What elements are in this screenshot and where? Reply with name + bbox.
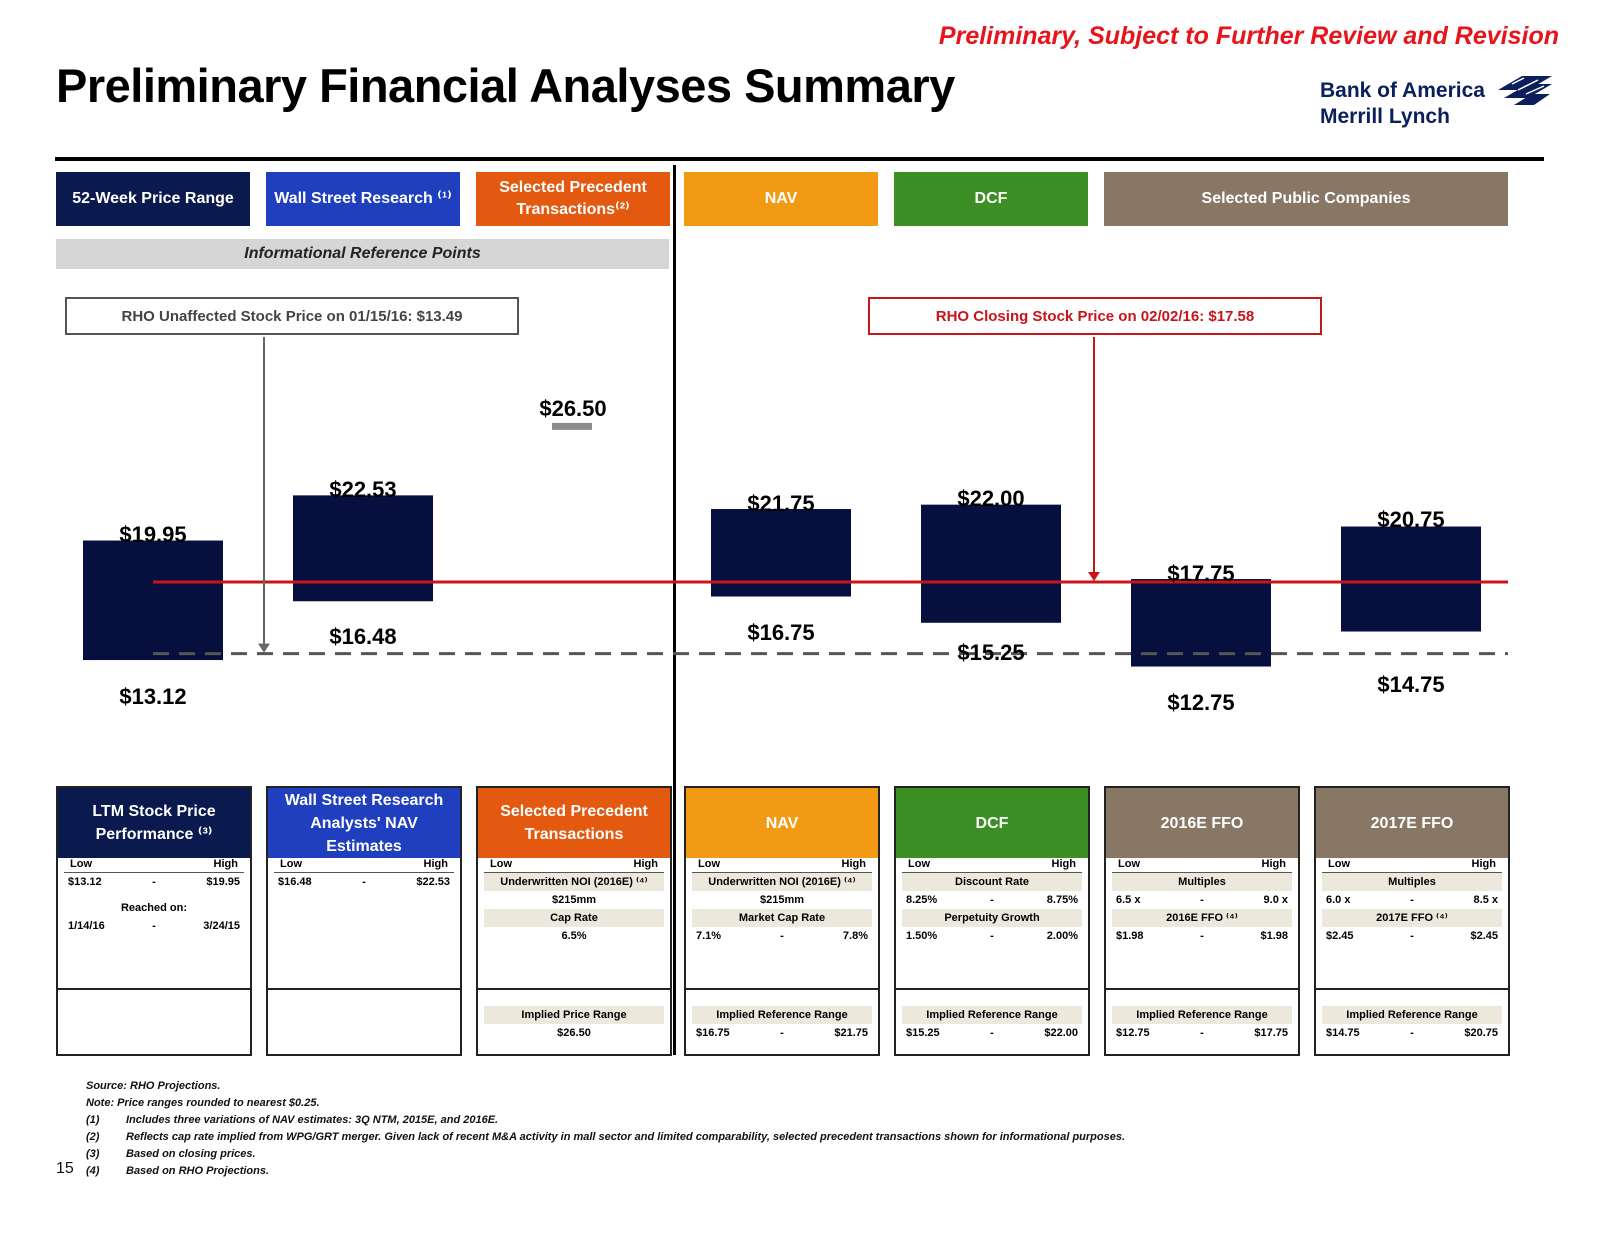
range-bar-wall-street-research	[293, 495, 433, 602]
card-nav: NAV Low High Underwritten NOI (2016E) ⁽⁴⁾…	[684, 786, 880, 1056]
label-high-2016e: $17.75	[1167, 561, 1235, 586]
header-dcf: DCF	[894, 172, 1088, 226]
header-nav: NAV	[684, 172, 878, 226]
card-title: Selected Precedent Transactions	[478, 788, 670, 858]
range-bar-2017e-ffo	[1341, 526, 1481, 632]
range-bar-2016e-ffo	[1131, 579, 1271, 667]
card-title: NAV	[686, 788, 878, 858]
informational-reference-bar: Informational Reference Points	[56, 239, 669, 269]
footnotes: Source: RHO Projections. Note: Price ran…	[86, 1078, 1125, 1180]
card-ltm-stock-price: LTM Stock Price Performance ⁽³⁾ Low High …	[56, 786, 252, 1056]
footnote-4: (4) Based on RHO Projections.	[86, 1165, 270, 1177]
label-low-2016e: $12.75	[1167, 690, 1235, 715]
section-divider	[673, 165, 676, 1055]
label-high-dcf: $22.00	[957, 486, 1025, 511]
footnote-2: (2) Reflects cap rate implied from WPG/GR…	[86, 1131, 1126, 1143]
card-title: 2016E FFO	[1106, 788, 1298, 858]
card-2016e-ffo: 2016E FFO Low High Multiples 6.5 x -9.0 x …	[1104, 786, 1300, 1056]
card-dcf: DCF Low High Discount Rate 8.25% -8.75% Pe…	[894, 786, 1090, 1056]
footnote-3: (3) Based on closing prices.	[86, 1148, 256, 1160]
unaffected-arrowhead	[258, 643, 270, 653]
source-note: Source: RHO Projections.	[86, 1080, 221, 1092]
label-low-dcf: $15.25	[957, 640, 1025, 665]
label-low-nav: $16.75	[747, 620, 815, 645]
logo-line-2: Merrill Lynch	[1320, 105, 1450, 128]
page-title: Preliminary Financial Analyses Summary	[56, 59, 955, 112]
card-title: DCF	[896, 788, 1088, 858]
preliminary-banner: Preliminary, Subject to Further Review a…	[938, 22, 1559, 50]
card-2017e-ffo: 2017E FFO Low High Multiples 6.0 x -8.5 x …	[1314, 786, 1510, 1056]
rounding-note: Note: Price ranges rounded to nearest $0…	[86, 1097, 320, 1109]
card-title: Wall Street Research Analysts' NAV Estim…	[268, 788, 460, 858]
header-52-week: 52-Week Price Range	[56, 172, 250, 226]
page-number: 15	[56, 1160, 74, 1177]
label-low-52week: $13.12	[119, 684, 187, 709]
header-public-companies: Selected Public Companies	[1104, 172, 1508, 226]
closing-arrowhead	[1088, 572, 1100, 581]
title-rule	[55, 157, 1544, 161]
header-wall-street: Wall Street Research ⁽¹⁾	[266, 172, 460, 226]
point-mark-selected-precedent-transactions	[552, 422, 592, 430]
flag-icon	[1498, 76, 1552, 105]
label-high-wallstreet: $22.53	[329, 477, 397, 502]
label-point-precedent: $26.50	[539, 396, 607, 421]
footnote-1: (1) Includes three variations of NAV esti…	[86, 1114, 499, 1126]
range-bar-52-week-price-range	[83, 540, 223, 661]
logo-line-1: Bank of America	[1320, 79, 1485, 102]
card-title: 2017E FFO	[1316, 788, 1508, 858]
closing-price-callout: RHO Closing Stock Price on 02/02/16: $17…	[868, 297, 1322, 335]
label-high-2017e: $20.75	[1377, 507, 1445, 532]
label-low-2017e: $14.75	[1377, 672, 1445, 697]
header-precedent: Selected Precedent Transactions⁽²⁾	[476, 172, 670, 226]
label-low-wallstreet: $16.48	[329, 624, 397, 649]
range-bar-dcf	[921, 504, 1061, 623]
label-high-52week: $19.95	[119, 522, 187, 547]
company-logo: Bank of America Merrill Lynch	[1320, 76, 1552, 130]
card-wall-street-research: Wall Street Research Analysts' NAV Estim…	[266, 786, 462, 1056]
label-high-nav: $21.75	[747, 491, 815, 516]
football-field-chart	[83, 337, 1508, 667]
card-title: LTM Stock Price Performance ⁽³⁾	[58, 788, 250, 858]
card-precedent-transactions: Selected Precedent Transactions Low High …	[476, 786, 672, 1056]
unaffected-price-callout: RHO Unaffected Stock Price on 01/15/16: …	[65, 297, 519, 335]
